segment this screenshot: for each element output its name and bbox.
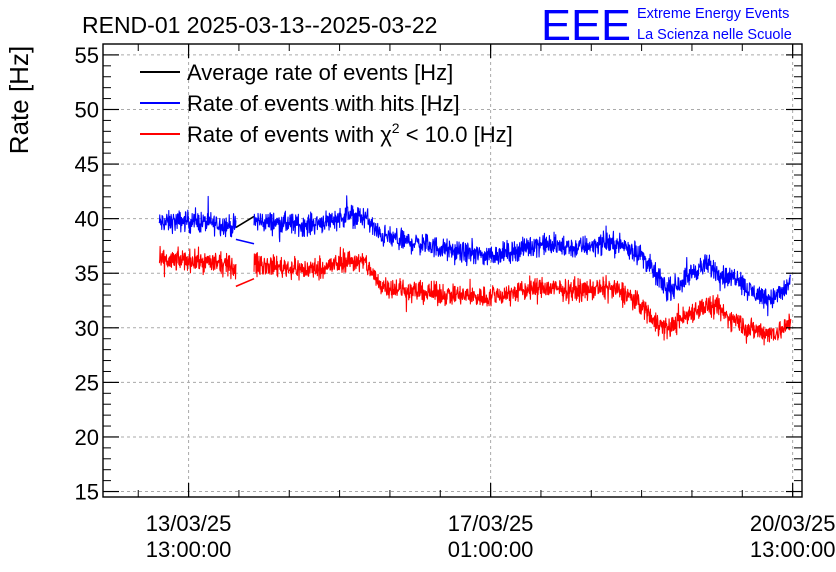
y-tick-label: 35	[75, 261, 99, 286]
series-line	[158, 195, 237, 238]
y-tick-label: 20	[75, 425, 99, 450]
x-tick-label-date: 17/03/25	[448, 511, 534, 536]
legend: Average rate of events [Hz] Rate of event…	[140, 60, 513, 147]
data-series	[158, 195, 792, 346]
x-tick-label-time: 13:00:00	[750, 537, 836, 562]
gap-connector-line	[235, 238, 255, 245]
gap-connector-line	[235, 215, 255, 229]
y-tick-label: 40	[75, 207, 99, 232]
y-tick-label: 30	[75, 316, 99, 341]
y-tick-label: 15	[75, 480, 99, 505]
logo-line-1: Extreme Energy Events	[637, 6, 789, 22]
x-tick-label-date: 20/03/25	[750, 511, 836, 536]
x-tick-label-time: 01:00:00	[448, 537, 534, 562]
eee-logo-mark: EEE	[541, 1, 631, 50]
chart-title: REND-01 2025-03-13--2025-03-22	[82, 12, 437, 38]
legend-entry: Rate of events with χ2 < 10.0 [Hz]	[187, 120, 513, 147]
legend-entry: Rate of events with hits [Hz]	[187, 91, 460, 116]
series-line	[158, 245, 237, 280]
y-tick-label: 50	[75, 97, 99, 122]
y-tick-label: 45	[75, 152, 99, 177]
y-axis-label: Rate [Hz]	[4, 46, 34, 154]
logo-line-2: La Scienza nelle Scuole	[637, 27, 792, 43]
series-line	[253, 195, 792, 317]
eee-logo: EEE Extreme Energy Events La Scienza nel…	[541, 1, 792, 50]
gap-connector-line	[235, 277, 255, 288]
plot-frame	[102, 43, 803, 498]
legend-entry: Average rate of events [Hz]	[187, 60, 453, 85]
y-tick-label: 55	[75, 43, 99, 68]
x-tick-label-time: 13:00:00	[146, 537, 232, 562]
axes: 15202530354045505513/03/2513:00:0017/03/…	[75, 43, 836, 562]
x-tick-label-date: 13/03/25	[146, 511, 232, 536]
y-tick-label: 25	[75, 370, 99, 395]
series-line	[253, 246, 792, 346]
